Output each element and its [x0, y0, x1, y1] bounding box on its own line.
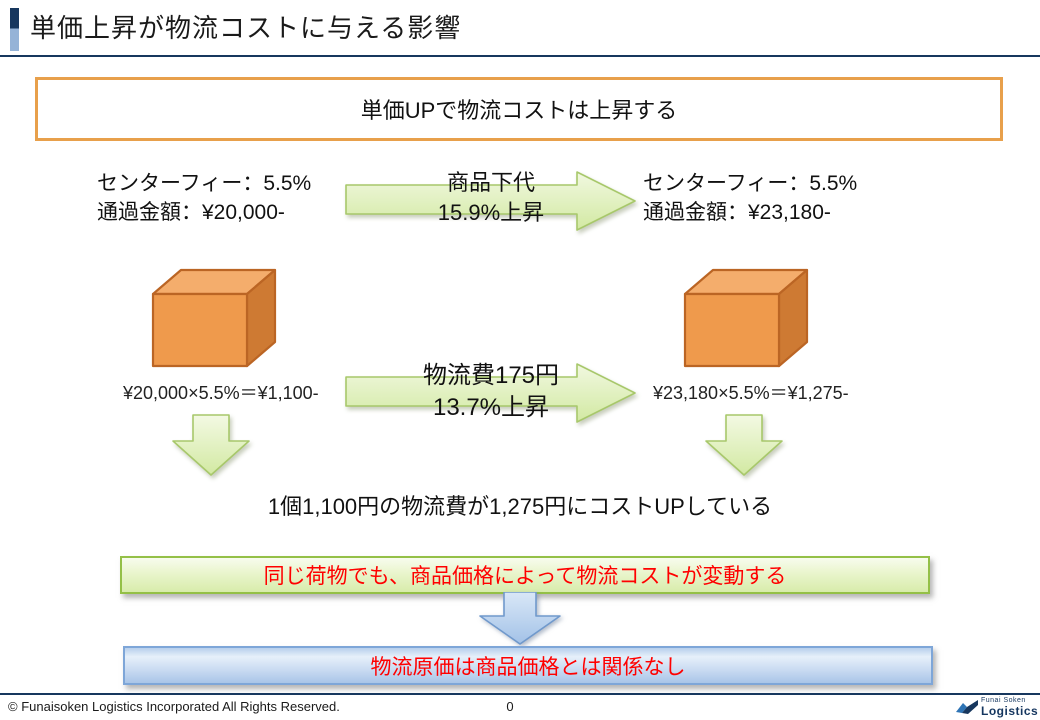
title-accent-bar	[10, 8, 19, 51]
logo-text: Funai Soken Logistics	[981, 697, 1038, 717]
before-fee-line: センターフィー：5.5%	[97, 172, 312, 195]
page-number: 0	[506, 699, 514, 714]
cargo-box-icon-right	[683, 268, 809, 368]
price-arrow-line2: 15.9%上昇	[437, 200, 545, 225]
headline-box: 単価UPで物流コストは上昇する	[35, 77, 1003, 141]
after-calc-label: ¥23,180×5.5%＝¥1,275-	[653, 383, 849, 403]
before-calc-label: ¥20,000×5.5%＝¥1,100-	[123, 383, 319, 403]
conclusion-text: 1個1,100円の物流費が1,275円にコストUPしている	[267, 494, 773, 519]
cost-arrow-label: 物流費175円 13.7%上昇	[345, 360, 637, 424]
cost-increase-arrow	[345, 363, 637, 428]
price-increase-arrow	[345, 171, 637, 236]
title-divider	[0, 55, 1040, 57]
right-arrow-icon	[345, 363, 636, 423]
price-arrow-line1: 商品下代	[446, 170, 535, 195]
copyright-text: © Funaisoken Logistics Incorporated All …	[8, 699, 340, 714]
price-arrow-label: 商品下代 15.9%上昇	[345, 168, 637, 228]
logo-brand-name: Logistics	[981, 704, 1039, 718]
company-logo: Funai Soken Logistics	[956, 697, 1038, 717]
after-fee-line: センターフィー：5.5%	[643, 172, 858, 195]
logo-company-name: Funai Soken	[981, 697, 1026, 704]
right-arrow-icon	[345, 171, 636, 231]
green-banner: 同じ荷物でも、商品価格によって物流コストが変動する	[120, 556, 930, 594]
cost-arrow-line1: 物流費175円	[422, 362, 560, 389]
headline-text: 単価UPで物流コストは上昇する	[360, 98, 678, 123]
blue-banner: 物流原価は商品価格とは関係なし	[123, 646, 933, 685]
cargo-box-icon-left	[151, 268, 277, 368]
before-condition-text: センターフィー：5.5% 通過金額：¥20,000-	[97, 169, 311, 227]
blue-down-arrow-icon	[479, 592, 561, 645]
logo-wave-icon	[956, 700, 978, 714]
down-arrow-icon-right	[705, 414, 783, 476]
page-title: 単価上昇が物流コストに与える影響	[30, 13, 462, 43]
footer-divider	[0, 693, 1040, 695]
blue-banner-text: 物流原価は商品価格とは関係なし	[370, 655, 686, 679]
green-banner-text: 同じ荷物でも、商品価格によって物流コストが変動する	[263, 565, 787, 588]
after-amount-line: 通過金額：¥23,180-	[643, 201, 831, 224]
after-condition-text: センターフィー：5.5% 通過金額：¥23,180-	[643, 169, 857, 227]
down-arrow-icon-left	[172, 414, 250, 476]
cost-arrow-line2: 13.7%上昇	[432, 394, 550, 421]
before-amount-line: 通過金額：¥20,000-	[97, 201, 285, 224]
